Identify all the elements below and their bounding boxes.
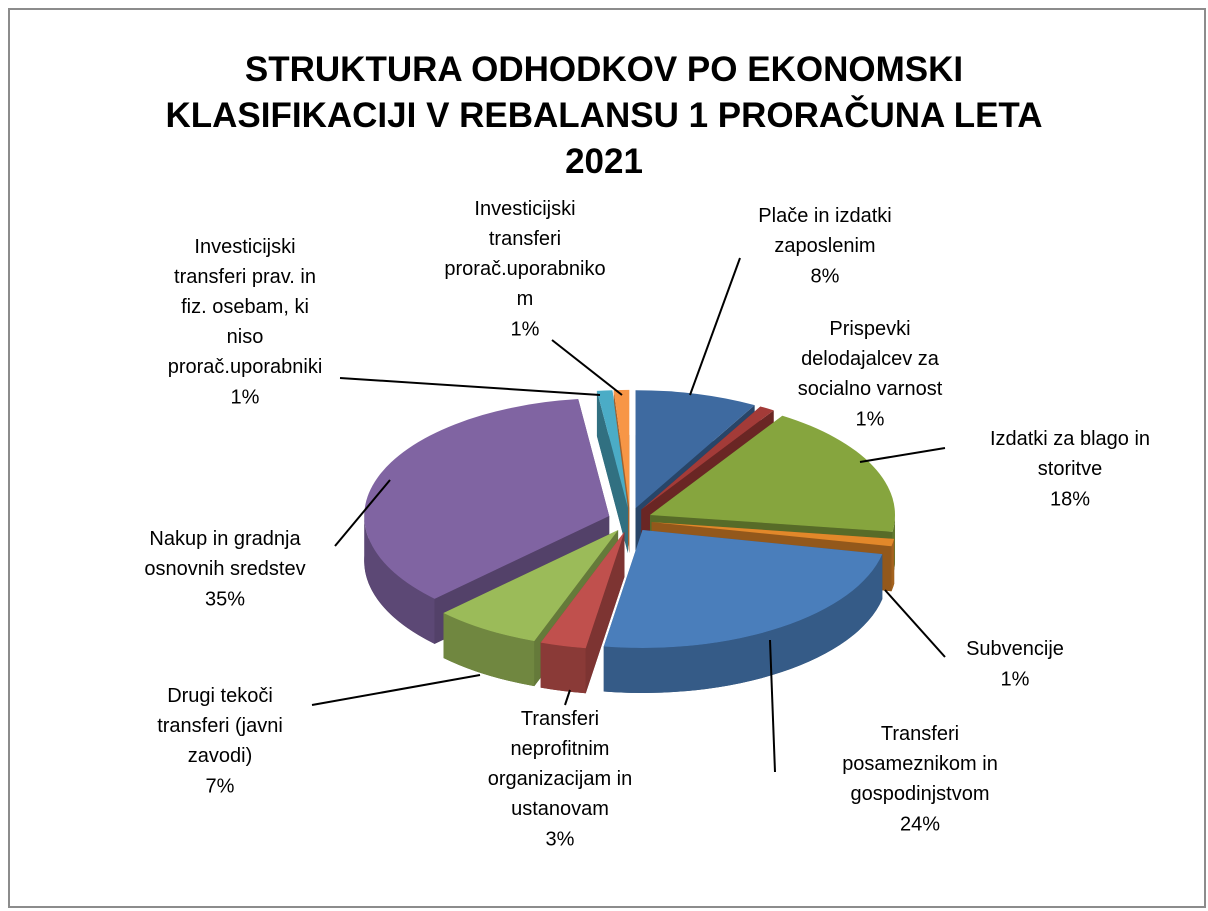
- leader-line: [769, 639, 776, 773]
- slice: [641, 406, 774, 510]
- data-label-value: 24%: [900, 813, 940, 835]
- slice: [650, 415, 896, 532]
- leader-line: [859, 447, 946, 463]
- data-label-name: Investicijski transferi prorač.uporabniko m: [444, 198, 605, 310]
- slice: [651, 522, 895, 547]
- slice: [603, 529, 883, 648]
- slice: [635, 390, 755, 509]
- data-label-value: 7%: [206, 775, 235, 797]
- slice-group: [596, 390, 628, 553]
- data-label-value: 1%: [1001, 668, 1030, 690]
- slice-wall: [443, 612, 535, 687]
- leader-line: [884, 589, 946, 658]
- slice-wall: [891, 538, 895, 592]
- data-label-value: 1%: [231, 386, 260, 408]
- data-label-value: 1%: [511, 318, 540, 340]
- slice: [540, 531, 625, 649]
- data-label-value: 1%: [856, 408, 885, 430]
- leader-line: [551, 339, 623, 396]
- leader-line: [334, 479, 391, 547]
- leader-line: [689, 257, 741, 396]
- slice-wall: [364, 516, 435, 644]
- data-label-name: Transferi posameznikom in gospodinjstvom: [842, 723, 998, 805]
- slice: [613, 389, 630, 508]
- slice: [596, 390, 628, 508]
- leader-line: [311, 674, 481, 706]
- data-label-name: Transferi neprofitnim organizacijam in usta…: [488, 708, 633, 820]
- data-label-value: 3%: [546, 828, 575, 850]
- slice-wall: [603, 554, 883, 693]
- slice: [364, 398, 610, 599]
- slice-side: [596, 390, 628, 553]
- data-label-value: 8%: [811, 265, 840, 287]
- data-label-name: Investicijski transferi prav. in fiz. oseb…: [168, 236, 323, 378]
- data-label-name: Nakup in gradnja osnovnih sredstev: [144, 528, 305, 580]
- slice: [443, 530, 619, 642]
- slice-wall: [540, 642, 586, 694]
- data-label-value: 18%: [1050, 488, 1090, 510]
- data-label-name: Subvencije: [966, 638, 1064, 660]
- data-label-name: Plače in izdatki zaposlenim: [758, 205, 891, 257]
- slice-group: [540, 531, 625, 694]
- slice-group: [603, 529, 883, 693]
- chart-title: STRUKTURA ODHODKOV PO EKONOMSKI KLASIFIKA…: [166, 50, 1043, 181]
- data-label-name: Izdatki za blago in storitve: [990, 428, 1150, 480]
- data-label-name: Drugi tekoči transferi (javni zavodi): [157, 685, 283, 767]
- leader-line: [564, 689, 571, 706]
- leader-line: [339, 377, 601, 396]
- data-label-name: Prispevki delodajalcev za socialno varnost: [798, 318, 943, 400]
- data-label-value: 35%: [205, 588, 245, 610]
